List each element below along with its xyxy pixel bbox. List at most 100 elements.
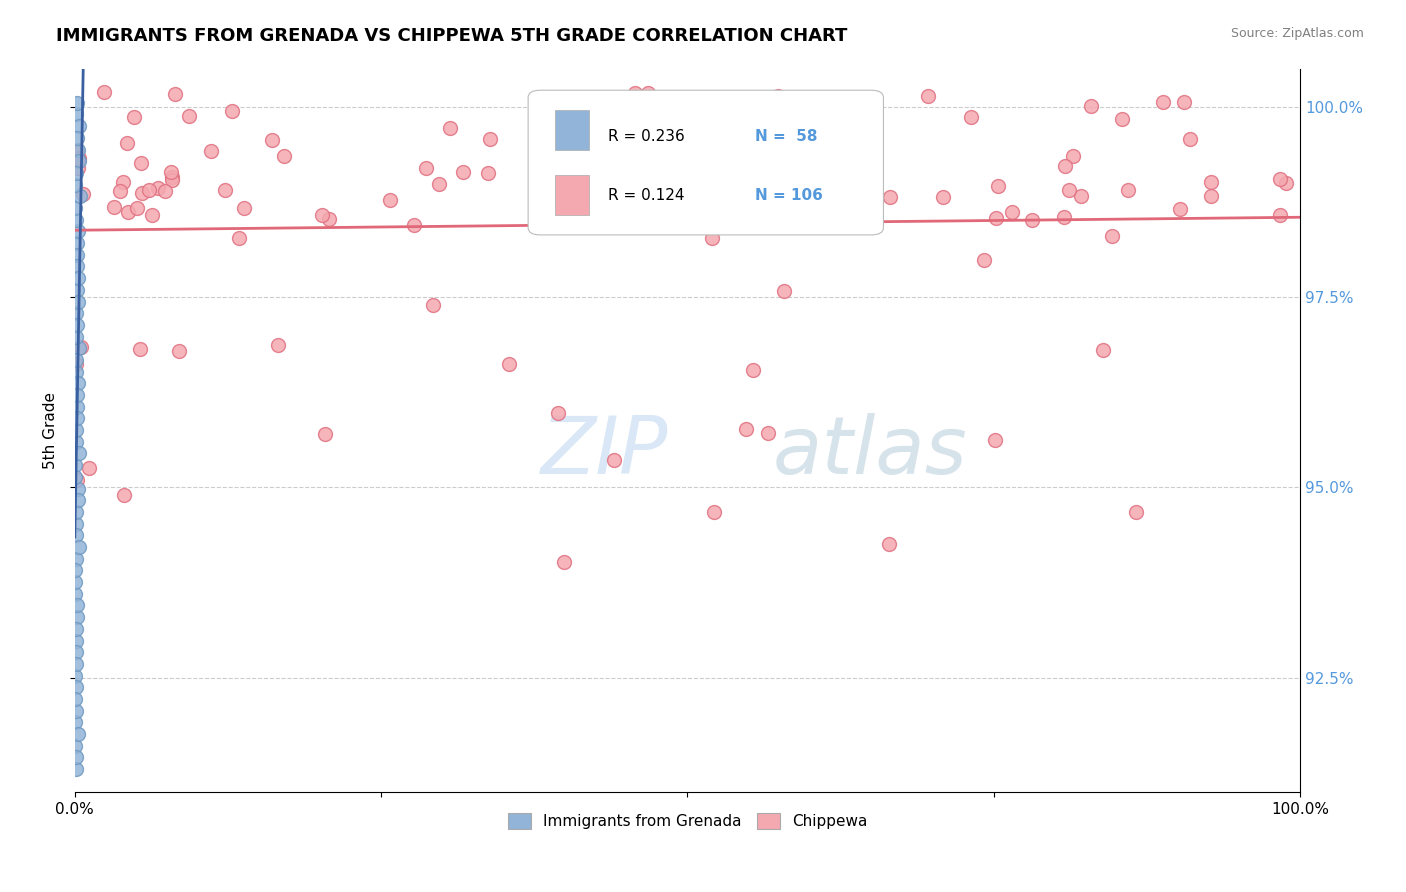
Point: [228, 231, 250, 245]
Point: [65, 145, 87, 159]
Point: [65, 551, 87, 566]
Point: [1062, 149, 1084, 163]
Point: [65, 680, 87, 694]
Point: [404, 218, 426, 232]
Point: [1092, 343, 1115, 357]
Point: [778, 200, 800, 214]
Point: [547, 405, 569, 419]
Point: [741, 363, 763, 377]
Point: [603, 453, 626, 467]
Point: [67, 446, 90, 460]
Point: [67, 341, 90, 355]
Point: [163, 87, 186, 101]
Point: [262, 133, 284, 147]
Point: [1001, 205, 1024, 219]
Point: [111, 175, 134, 189]
Point: [772, 285, 794, 299]
Point: [1021, 213, 1043, 227]
Point: [70, 340, 93, 354]
Point: [66, 482, 89, 496]
Point: [932, 190, 955, 204]
Point: [65, 622, 87, 636]
Point: [63, 201, 86, 215]
Point: [65, 358, 87, 372]
Point: [221, 104, 243, 119]
Point: [422, 298, 444, 312]
Point: [65, 306, 87, 320]
Point: [1268, 208, 1291, 222]
Point: [66, 610, 89, 624]
Point: [1080, 99, 1102, 113]
Point: [1168, 202, 1191, 216]
Point: [131, 186, 153, 200]
Point: [1111, 112, 1133, 126]
Point: [1178, 132, 1201, 146]
Text: Source: ZipAtlas.com: Source: ZipAtlas.com: [1230, 27, 1364, 40]
Point: [63, 587, 86, 601]
Point: [65, 762, 87, 776]
Point: [1070, 189, 1092, 203]
Point: [756, 425, 779, 440]
Point: [477, 166, 499, 180]
Point: [879, 537, 901, 551]
Point: [93, 85, 115, 99]
Point: [478, 131, 501, 145]
Point: [103, 200, 125, 214]
Point: [1052, 211, 1074, 225]
Point: [117, 205, 139, 219]
Point: [108, 184, 131, 198]
Point: [67, 161, 90, 175]
FancyBboxPatch shape: [555, 175, 589, 215]
Point: [200, 144, 222, 158]
Point: [66, 260, 89, 274]
Point: [67, 294, 90, 309]
Point: [1268, 172, 1291, 186]
Point: [1274, 176, 1296, 190]
Point: [735, 422, 758, 436]
Point: [63, 668, 86, 682]
Point: [65, 248, 87, 262]
Point: [65, 423, 87, 437]
Point: [536, 200, 558, 214]
Point: [624, 86, 647, 100]
Point: [983, 433, 1005, 447]
Point: [65, 575, 87, 590]
Point: [766, 88, 789, 103]
Point: [1201, 175, 1223, 189]
Point: [498, 357, 520, 371]
Point: [66, 474, 89, 488]
Point: [66, 388, 89, 402]
Point: [917, 89, 939, 103]
Point: [741, 102, 763, 116]
Point: [128, 342, 150, 356]
Point: [1125, 505, 1147, 519]
Text: R = 0.236: R = 0.236: [607, 129, 685, 144]
Point: [415, 161, 437, 175]
Point: [66, 143, 89, 157]
Point: [160, 173, 183, 187]
Point: [427, 178, 450, 192]
Point: [66, 152, 89, 166]
Point: [66, 224, 89, 238]
Point: [1057, 183, 1080, 197]
Text: IMMIGRANTS FROM GRENADA VS CHIPPEWA 5TH GRADE CORRELATION CHART: IMMIGRANTS FROM GRENADA VS CHIPPEWA 5TH …: [56, 27, 848, 45]
Point: [65, 400, 87, 414]
Text: ZIP: ZIP: [540, 413, 668, 491]
Point: [63, 692, 86, 706]
Point: [65, 704, 87, 718]
Point: [761, 153, 783, 168]
Point: [138, 183, 160, 197]
Point: [1101, 228, 1123, 243]
Point: [800, 98, 823, 112]
Point: [66, 95, 89, 110]
Point: [65, 212, 87, 227]
Point: [129, 156, 152, 170]
Point: [380, 193, 402, 207]
Point: [987, 179, 1010, 194]
Point: [879, 189, 901, 203]
Point: [65, 353, 87, 368]
FancyBboxPatch shape: [529, 90, 883, 235]
Point: [755, 129, 778, 144]
Point: [583, 167, 606, 181]
Point: [66, 318, 89, 332]
